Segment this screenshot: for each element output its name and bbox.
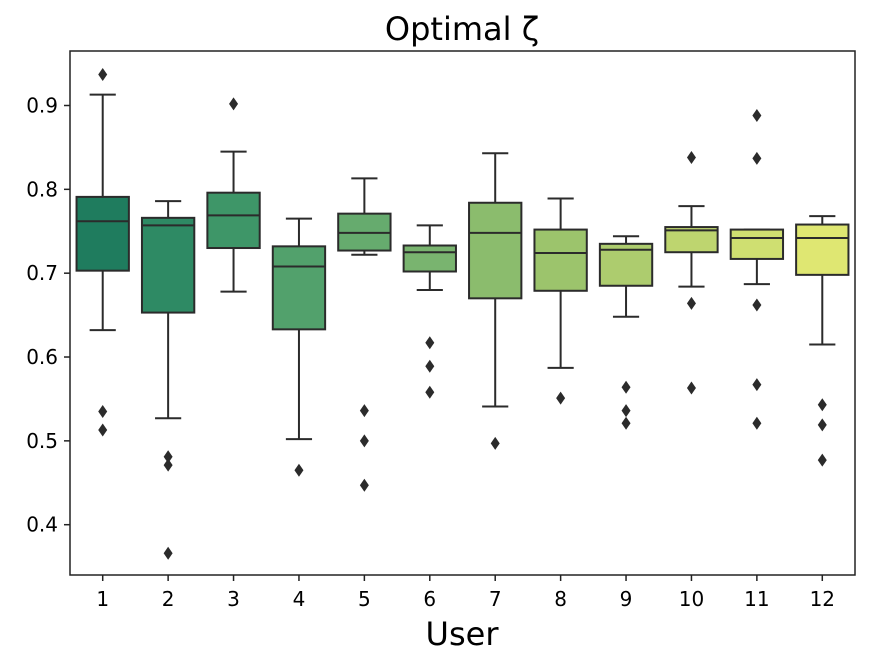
x-tick-label: 9 — [620, 587, 633, 611]
box-user-5 — [337, 177, 392, 492]
outlier-point — [163, 458, 173, 472]
box-user-9 — [598, 235, 654, 430]
outlier-point — [817, 418, 827, 432]
outlier-point — [98, 405, 108, 419]
iqr-box — [402, 244, 457, 273]
outlier-point — [425, 359, 435, 373]
outlier-point — [752, 298, 762, 312]
plot-frame — [69, 50, 856, 576]
iqr-box — [75, 195, 130, 272]
iqr-box — [206, 191, 261, 250]
outlier-point — [98, 423, 108, 437]
x-tick-label: 2 — [162, 587, 175, 611]
box-user-6 — [402, 224, 457, 399]
outlier-point — [556, 391, 566, 405]
outlier-point — [359, 404, 369, 418]
x-tick-label: 12 — [810, 587, 835, 611]
box-user-1 — [75, 67, 130, 437]
x-tick-label: 1 — [96, 587, 109, 611]
outlier-point — [98, 67, 108, 81]
outlier-point — [752, 416, 762, 430]
outlier-point — [621, 380, 631, 394]
y-tick-label: 0.7 — [26, 261, 58, 285]
y-tick-label: 0.8 — [26, 177, 58, 201]
box-user-4 — [271, 217, 327, 477]
iqr-box — [729, 228, 785, 260]
x-tick-label: 5 — [358, 587, 371, 611]
y-tick-label: 0.6 — [26, 345, 58, 369]
iqr-box — [271, 245, 327, 331]
x-tick-label: 11 — [744, 587, 769, 611]
box-user-7 — [468, 152, 523, 450]
x-tick-label: 4 — [293, 587, 306, 611]
x-tick-label: 8 — [554, 587, 567, 611]
outlier-point — [621, 404, 631, 418]
outlier-point — [686, 296, 696, 310]
x-tick-label: 6 — [423, 587, 436, 611]
box-user-11 — [729, 109, 785, 430]
outlier-point — [163, 450, 173, 464]
y-tick-label: 0.5 — [26, 429, 58, 453]
box-user-12 — [795, 215, 850, 467]
plot-area — [75, 67, 850, 560]
outlier-point — [359, 434, 369, 448]
iqr-box — [795, 223, 850, 276]
outlier-point — [229, 97, 239, 111]
outlier-point — [359, 478, 369, 492]
chart-title: Optimal ζ — [385, 10, 539, 48]
box-user-8 — [533, 197, 588, 405]
y-tick-label: 0.4 — [26, 513, 58, 537]
iqr-box — [468, 201, 523, 300]
outlier-point — [294, 463, 304, 477]
outlier-point — [817, 453, 827, 467]
x-tick-label: 10 — [679, 587, 704, 611]
box-user-2 — [140, 200, 196, 560]
outlier-point — [425, 336, 435, 350]
outlier-point — [686, 381, 696, 395]
outlier-point — [752, 378, 762, 392]
iqr-box — [533, 228, 588, 292]
box-user-10 — [664, 150, 719, 395]
outlier-point — [490, 436, 500, 450]
outlier-point — [686, 150, 696, 164]
outlier-point — [425, 385, 435, 399]
x-tick-label: 3 — [227, 587, 240, 611]
outlier-point — [621, 416, 631, 430]
x-tick-label: 7 — [489, 587, 502, 611]
x-axis-label: User — [426, 615, 500, 653]
outlier-point — [817, 398, 827, 412]
outlier-point — [163, 546, 173, 560]
box-user-3 — [206, 97, 261, 293]
y-tick-label: 0.9 — [26, 93, 58, 117]
iqr-box — [140, 216, 196, 314]
axes: 1 2 3 4 5 6 7 8 9 10 11 120.40.50.60.70.80.9 — [26, 93, 835, 611]
outlier-point — [752, 151, 762, 165]
outlier-point — [752, 109, 762, 123]
iqr-box — [598, 242, 654, 287]
